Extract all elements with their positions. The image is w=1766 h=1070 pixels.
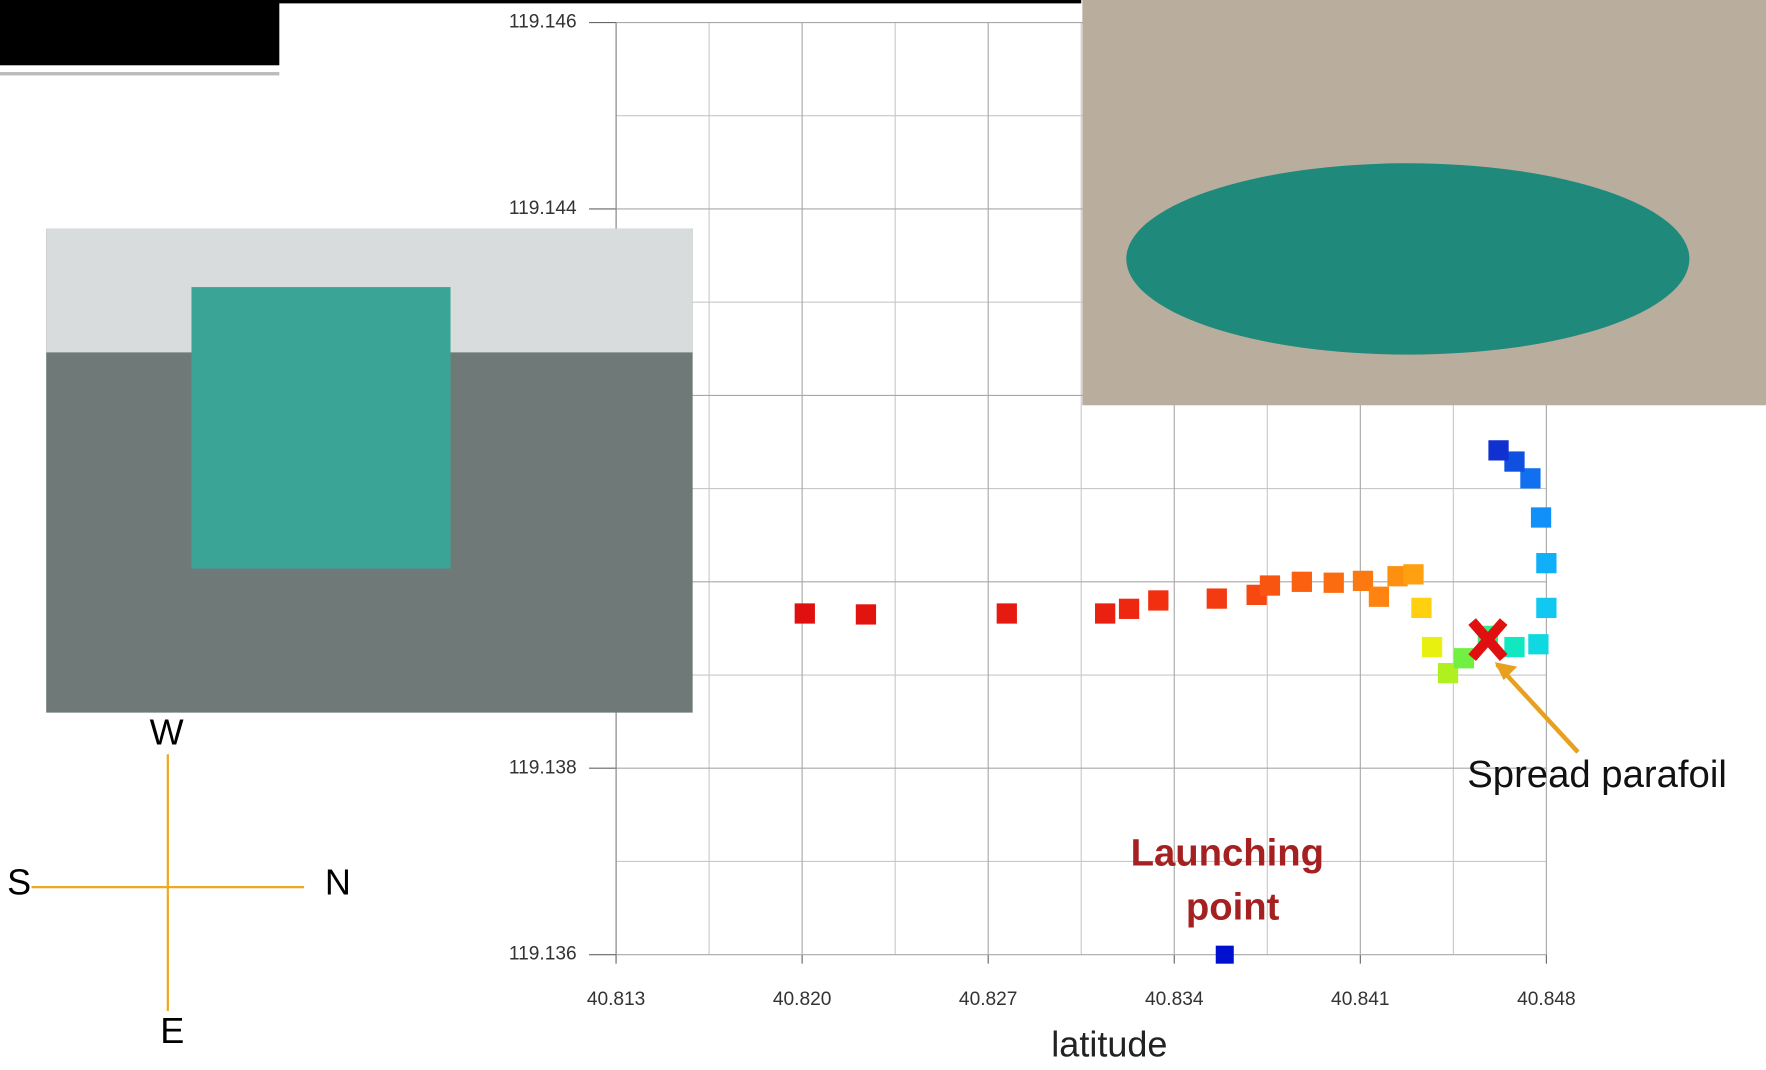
y-tick-label: 119.138 bbox=[509, 757, 577, 778]
point bbox=[1148, 590, 1169, 611]
x-tick-label: 40.834 bbox=[1145, 989, 1204, 1010]
point bbox=[1095, 603, 1116, 624]
point bbox=[1368, 586, 1390, 607]
x-tick-label: 40.820 bbox=[773, 989, 832, 1010]
point bbox=[1504, 451, 1525, 472]
x-tick-label: 40.813 bbox=[587, 989, 646, 1010]
compass-label: N bbox=[325, 861, 351, 902]
point bbox=[1291, 571, 1312, 592]
point bbox=[1528, 634, 1549, 655]
parafoil-marker bbox=[1468, 618, 1508, 661]
compass-label: W bbox=[150, 712, 184, 753]
y-tick-label: 119.146 bbox=[509, 12, 577, 33]
title-underline bbox=[0, 72, 280, 76]
launch-point bbox=[1215, 945, 1234, 964]
compass: W S N E bbox=[7, 712, 351, 1051]
point bbox=[1118, 598, 1140, 619]
point bbox=[1259, 575, 1281, 596]
point bbox=[996, 603, 1017, 624]
annotation-arrow bbox=[1495, 662, 1580, 754]
point bbox=[1206, 588, 1227, 609]
point bbox=[1437, 663, 1459, 684]
annotation-arrowhead bbox=[1494, 662, 1518, 681]
point bbox=[1530, 507, 1552, 528]
photo-payload-parafoil bbox=[191, 287, 451, 569]
top-rule bbox=[0, 0, 1082, 4]
point bbox=[1387, 566, 1408, 587]
point bbox=[1504, 636, 1525, 658]
x-axis-label: latitude bbox=[1051, 1024, 1167, 1065]
point bbox=[1536, 597, 1557, 619]
y-tick-label: 119.136 bbox=[509, 944, 577, 965]
point bbox=[1453, 648, 1475, 669]
plot: 40.813 40.820 40.827 40.834 40.841 40.848 119.… bbox=[509, 12, 1727, 1065]
title-bar bbox=[0, 0, 280, 66]
photo-landed-parafoil bbox=[1126, 163, 1690, 355]
compass-label: E bbox=[160, 1010, 184, 1051]
compass-label: S bbox=[7, 861, 31, 902]
point bbox=[1536, 553, 1557, 574]
point bbox=[1403, 564, 1424, 585]
point bbox=[1352, 570, 1374, 592]
point bbox=[1323, 572, 1344, 593]
point bbox=[1520, 468, 1541, 489]
parafoil-label: Spread parafoil bbox=[1467, 753, 1727, 796]
point bbox=[855, 604, 877, 625]
x-tick-label: 40.841 bbox=[1331, 989, 1390, 1010]
point bbox=[1488, 440, 1509, 461]
point bbox=[1421, 636, 1443, 658]
x-tick-label: 40.848 bbox=[1517, 989, 1576, 1010]
point bbox=[794, 603, 815, 624]
point bbox=[1411, 597, 1432, 619]
y-tick-label: 119.144 bbox=[509, 198, 577, 219]
launch-label: Launching point bbox=[1131, 832, 1335, 929]
x-tick-label: 40.827 bbox=[959, 989, 1018, 1010]
